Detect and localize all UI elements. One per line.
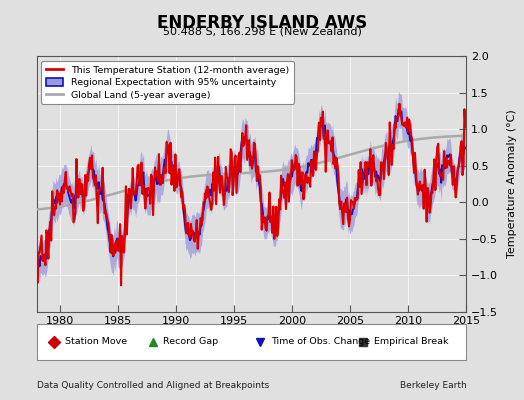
Text: Station Move: Station Move [64, 338, 127, 346]
Text: Empirical Break: Empirical Break [374, 338, 449, 346]
Y-axis label: Temperature Anomaly (°C): Temperature Anomaly (°C) [507, 110, 517, 258]
Text: Data Quality Controlled and Aligned at Breakpoints: Data Quality Controlled and Aligned at B… [37, 381, 269, 390]
FancyBboxPatch shape [37, 324, 466, 360]
Text: Time of Obs. Change: Time of Obs. Change [271, 338, 370, 346]
Legend: This Temperature Station (12-month average), Regional Expectation with 95% uncer: This Temperature Station (12-month avera… [41, 61, 293, 104]
Text: 50.488 S, 166.298 E (New Zealand): 50.488 S, 166.298 E (New Zealand) [162, 26, 362, 36]
Text: Record Gap: Record Gap [163, 338, 219, 346]
Text: ENDERBY ISLAND AWS: ENDERBY ISLAND AWS [157, 14, 367, 32]
Text: Berkeley Earth: Berkeley Earth [400, 381, 466, 390]
